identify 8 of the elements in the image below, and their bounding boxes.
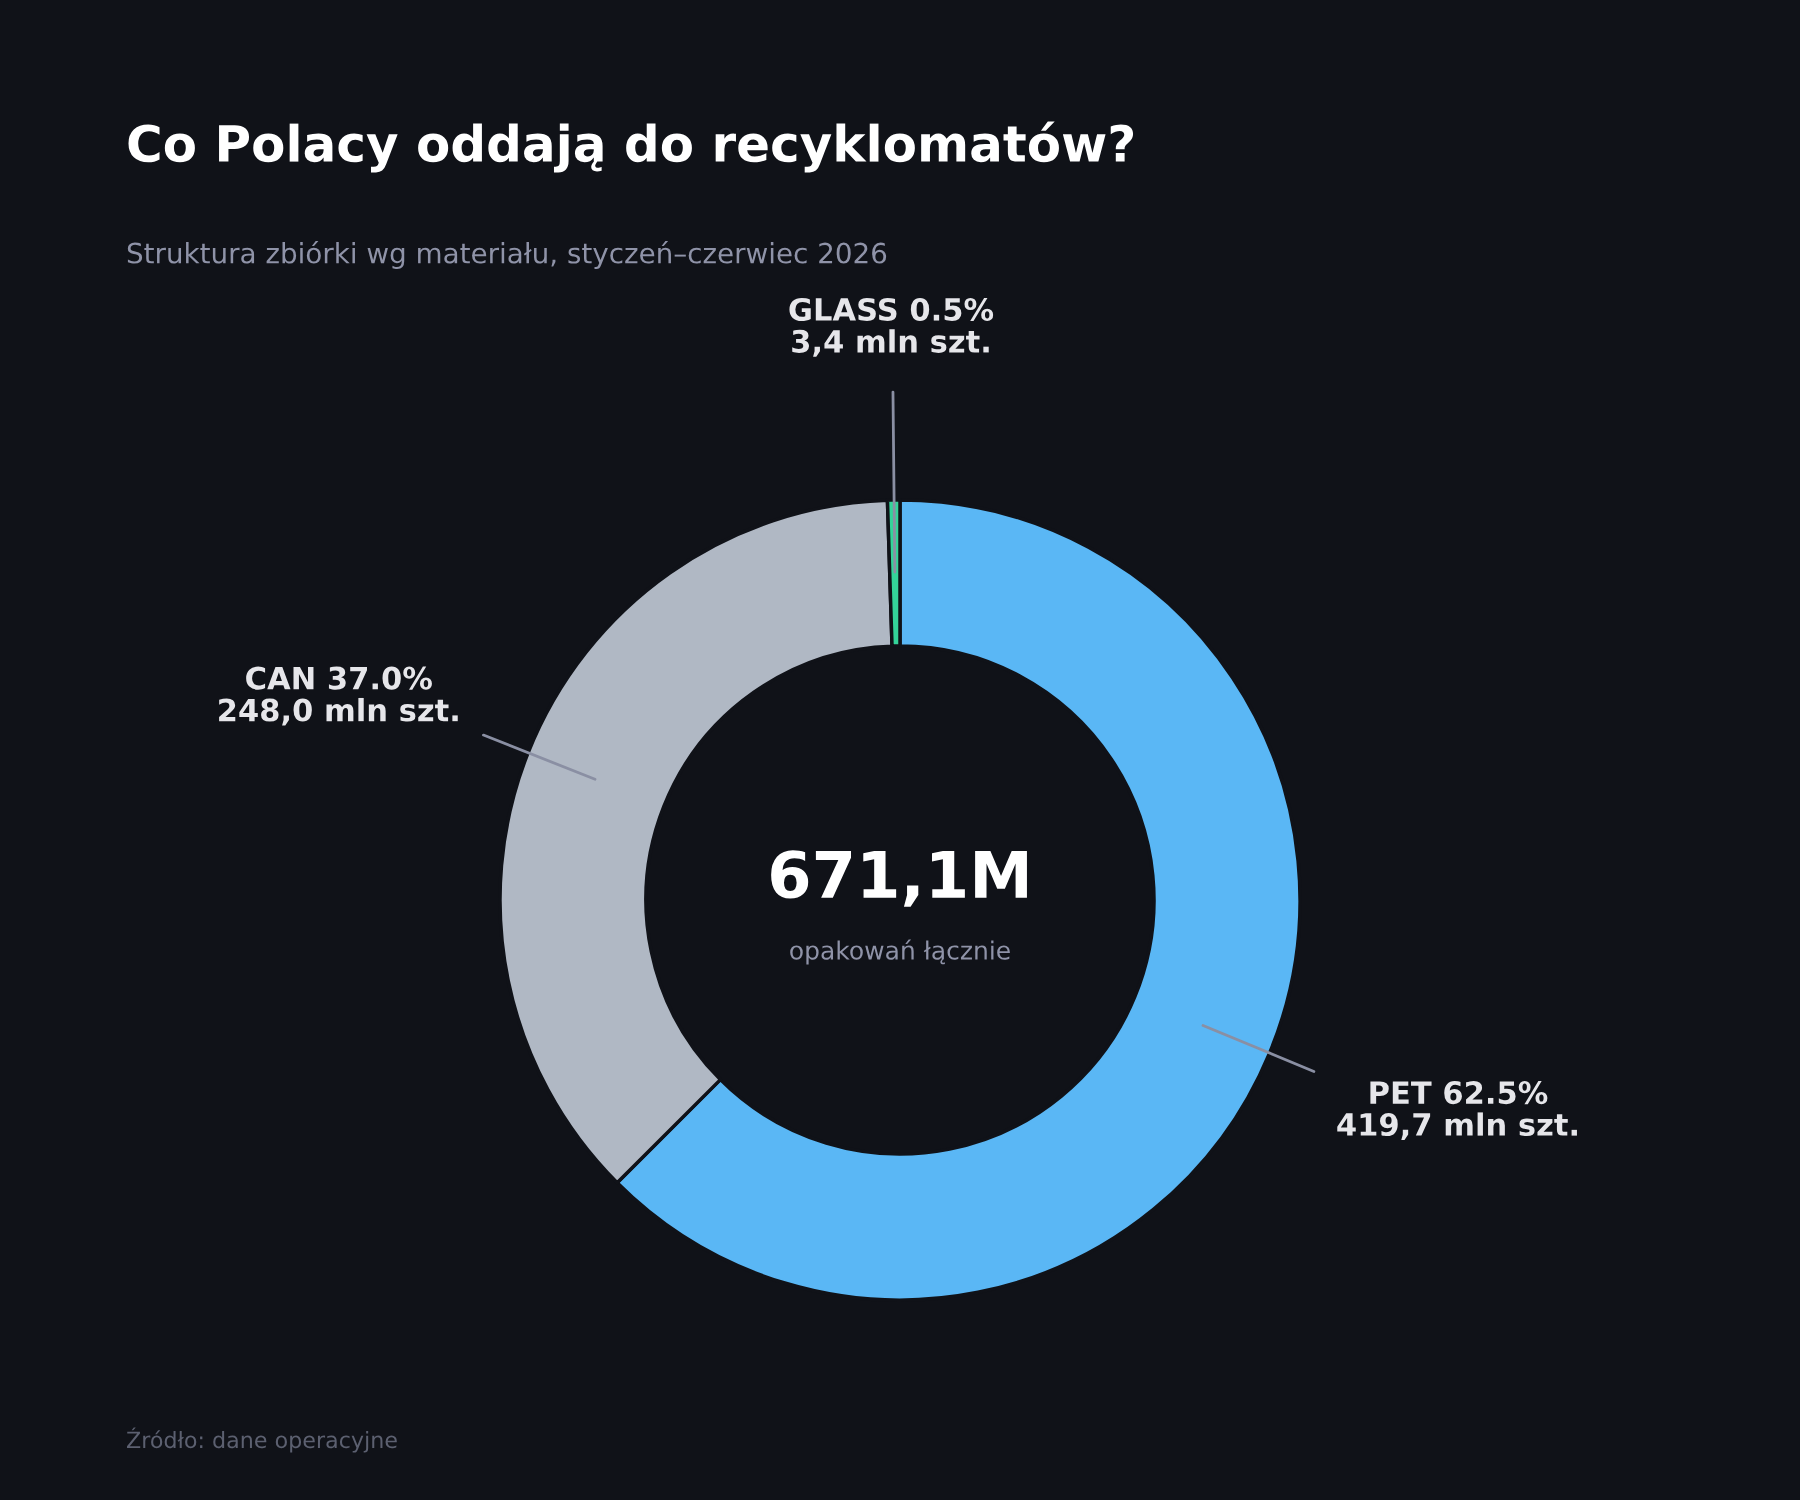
slice-label: GLASS 0.5% 3,4 mln szt. <box>789 297 994 357</box>
slice-label: CAN 37.0% 248,0 mln szt. <box>219 666 458 726</box>
text: 671,1M <box>771 850 1027 907</box>
slice-label: PET 62.5% 419,7 mln szt. <box>1337 1081 1577 1140</box>
text: Źródło: dane operacyjne <box>127 1427 397 1453</box>
chart-subtitle: Struktura zbiórki wg materiału, styczeń–czerwiec 2026 <box>127 241 887 269</box>
chart-title: Co Polacy oddają do recyklomatów? <box>128 121 1134 173</box>
text: opakowań łącznie <box>790 939 1010 965</box>
